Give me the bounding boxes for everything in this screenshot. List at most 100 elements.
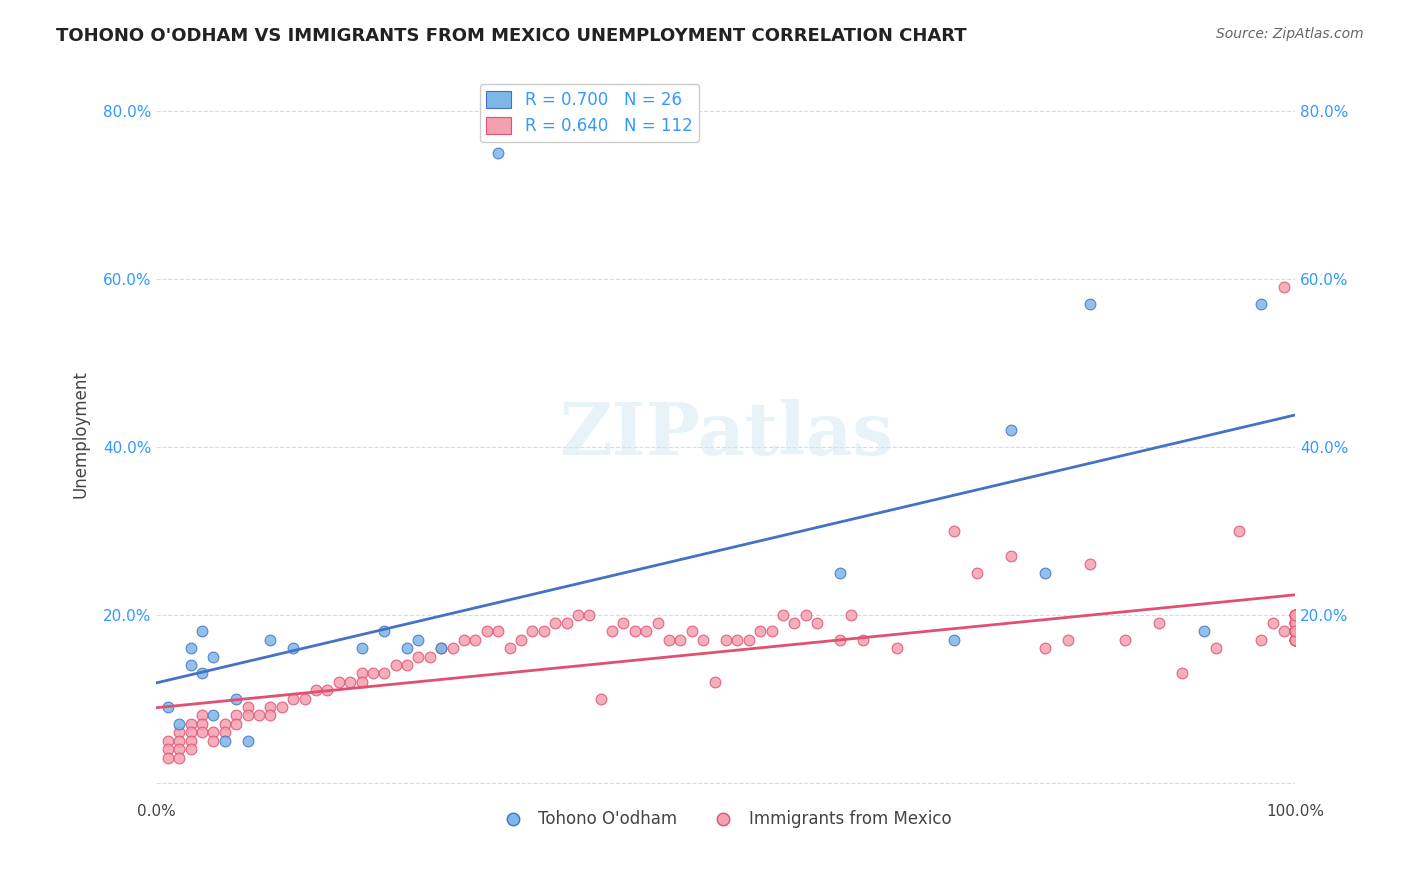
Point — [624, 624, 647, 639]
Point — [1284, 616, 1306, 631]
Legend: Tohono O'odham, Immigrants from Mexico: Tohono O'odham, Immigrants from Mexico — [494, 804, 959, 835]
Point — [191, 624, 214, 639]
Point — [202, 733, 225, 747]
Point — [794, 607, 817, 622]
Point — [283, 641, 305, 656]
Point — [191, 717, 214, 731]
Point — [283, 691, 305, 706]
Point — [1033, 641, 1056, 656]
Point — [522, 624, 544, 639]
Point — [316, 683, 339, 698]
Point — [1284, 624, 1306, 639]
Point — [202, 649, 225, 664]
Point — [738, 632, 761, 647]
Point — [1000, 549, 1022, 563]
Point — [396, 658, 419, 673]
Point — [169, 725, 191, 739]
Point — [772, 607, 794, 622]
Point — [191, 708, 214, 723]
Point — [692, 632, 714, 647]
Point — [555, 616, 578, 631]
Point — [1272, 624, 1295, 639]
Point — [1284, 632, 1306, 647]
Point — [247, 708, 270, 723]
Point — [202, 708, 225, 723]
Point — [180, 725, 202, 739]
Point — [1284, 616, 1306, 631]
Point — [806, 616, 828, 631]
Point — [486, 624, 509, 639]
Point — [1261, 616, 1284, 631]
Point — [1284, 632, 1306, 647]
Point — [612, 616, 634, 631]
Point — [1170, 666, 1192, 681]
Point — [225, 717, 247, 731]
Point — [942, 524, 965, 538]
Point — [647, 616, 669, 631]
Point — [441, 641, 464, 656]
Point — [1284, 616, 1306, 631]
Point — [966, 566, 988, 580]
Point — [783, 616, 806, 631]
Point — [1284, 616, 1306, 631]
Point — [886, 641, 908, 656]
Point — [658, 632, 681, 647]
Point — [828, 566, 851, 580]
Point — [1000, 423, 1022, 437]
Point — [270, 700, 292, 714]
Y-axis label: Unemployment: Unemployment — [72, 370, 89, 498]
Point — [1147, 616, 1170, 631]
Point — [486, 145, 509, 160]
Point — [294, 691, 316, 706]
Point — [350, 666, 373, 681]
Point — [453, 632, 475, 647]
Text: TOHONO O'ODHAM VS IMMIGRANTS FROM MEXICO UNEMPLOYMENT CORRELATION CHART: TOHONO O'ODHAM VS IMMIGRANTS FROM MEXICO… — [56, 27, 967, 45]
Point — [180, 717, 202, 731]
Point — [510, 632, 533, 647]
Point — [259, 632, 281, 647]
Point — [1284, 624, 1306, 639]
Point — [714, 632, 737, 647]
Point — [259, 708, 281, 723]
Point — [384, 658, 406, 673]
Point — [578, 607, 600, 622]
Point — [305, 683, 328, 698]
Point — [225, 691, 247, 706]
Point — [1284, 632, 1306, 647]
Point — [475, 624, 498, 639]
Point — [533, 624, 555, 639]
Point — [1284, 632, 1306, 647]
Point — [214, 725, 236, 739]
Point — [1284, 607, 1306, 622]
Point — [225, 708, 247, 723]
Point — [1080, 297, 1102, 311]
Point — [703, 674, 725, 689]
Point — [180, 742, 202, 756]
Point — [202, 725, 225, 739]
Point — [1284, 607, 1306, 622]
Point — [1114, 632, 1136, 647]
Point — [156, 742, 179, 756]
Point — [1194, 624, 1216, 639]
Point — [350, 641, 373, 656]
Point — [180, 658, 202, 673]
Point — [373, 666, 395, 681]
Point — [636, 624, 658, 639]
Point — [464, 632, 486, 647]
Point — [169, 750, 191, 764]
Point — [498, 641, 520, 656]
Point — [156, 700, 179, 714]
Point — [1284, 607, 1306, 622]
Point — [180, 733, 202, 747]
Point — [567, 607, 589, 622]
Point — [589, 691, 612, 706]
Point — [725, 632, 748, 647]
Point — [1284, 607, 1306, 622]
Point — [1284, 624, 1306, 639]
Point — [180, 641, 202, 656]
Point — [214, 717, 236, 731]
Point — [1272, 280, 1295, 294]
Point — [1284, 624, 1306, 639]
Point — [396, 641, 419, 656]
Point — [852, 632, 875, 647]
